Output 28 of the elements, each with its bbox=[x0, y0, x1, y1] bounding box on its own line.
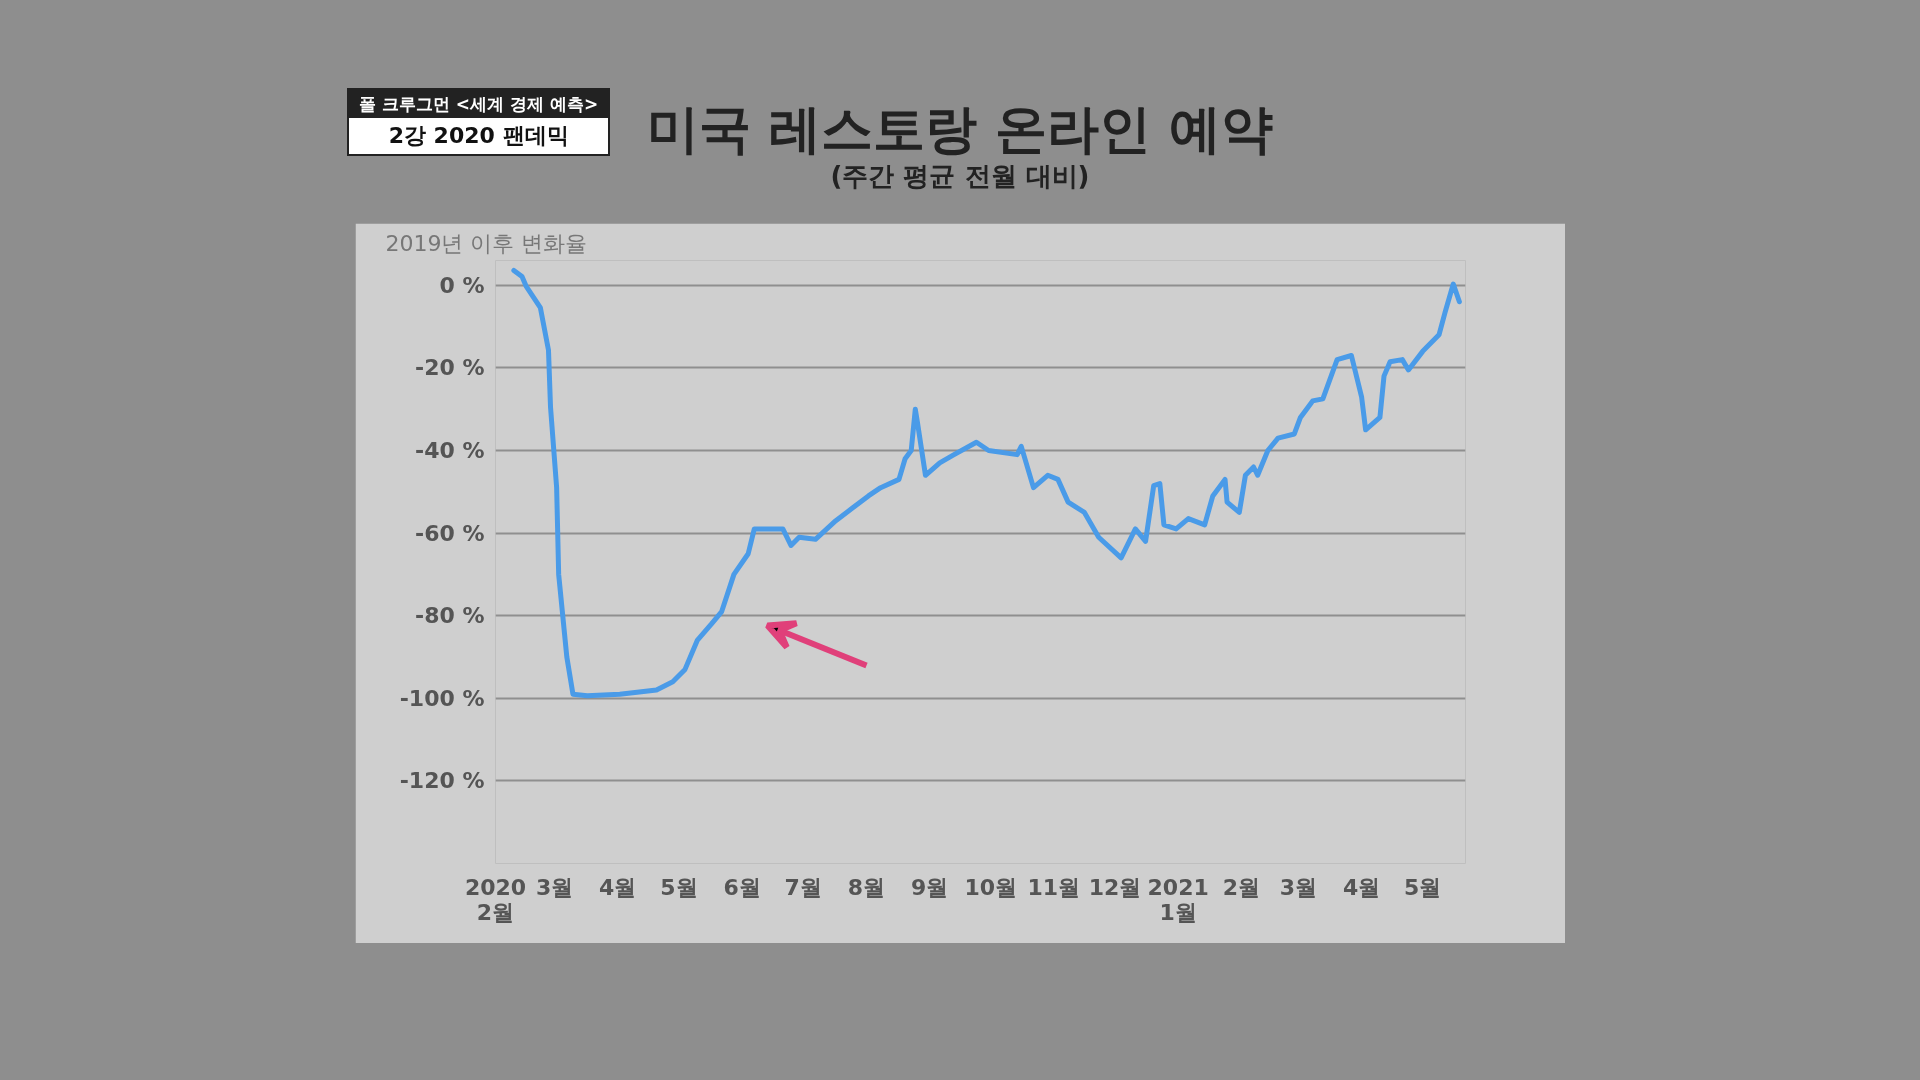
y-tick-label: -80 % bbox=[415, 603, 485, 629]
y-tick-label: -40 % bbox=[415, 437, 485, 463]
y-tick-label: -100 % bbox=[399, 685, 485, 711]
y-tick-label: -20 % bbox=[415, 355, 485, 381]
x-tick-label: 6월 bbox=[723, 874, 761, 900]
y-tick-label: -60 % bbox=[415, 520, 485, 546]
x-tick-label: 2월 bbox=[1222, 874, 1260, 900]
y-axis-title: 2019년 이후 변화율 bbox=[385, 230, 588, 256]
x-tick-label: 11월 bbox=[1027, 874, 1081, 900]
x-tick-label: 4월 bbox=[599, 874, 637, 900]
text: 폴 크루그먼 <세계 경제 예측> bbox=[349, 90, 609, 119]
x-tick-label: 5월 bbox=[660, 874, 698, 900]
chart-subtitle: (주간 평균 전월 대비) bbox=[829, 160, 1091, 193]
x-tick-label: 2021 1월 bbox=[1147, 874, 1209, 925]
x-tick-label: 10월 bbox=[964, 874, 1018, 900]
chart-title: 미국 레스토랑 온라인 예약 bbox=[646, 99, 1274, 159]
x-tick-label: 5월 bbox=[1404, 874, 1442, 900]
y-tick-label: -120 % bbox=[399, 768, 485, 794]
text: 2강 2020 팬데믹 bbox=[349, 118, 609, 154]
x-tick-label: 8월 bbox=[847, 874, 886, 900]
x-tick-label: 7월 bbox=[784, 874, 822, 900]
x-tick-label: 4월 bbox=[1342, 874, 1381, 900]
x-tick-label: 3월 bbox=[535, 874, 574, 900]
x-tick-label: 9월 bbox=[910, 874, 949, 900]
x-tick-label: 12월 bbox=[1088, 874, 1142, 900]
x-tick-label: 2020 2월 bbox=[464, 874, 527, 925]
x-tick-label: 3월 bbox=[1279, 874, 1318, 900]
y-tick-label: 0 % bbox=[439, 272, 485, 298]
